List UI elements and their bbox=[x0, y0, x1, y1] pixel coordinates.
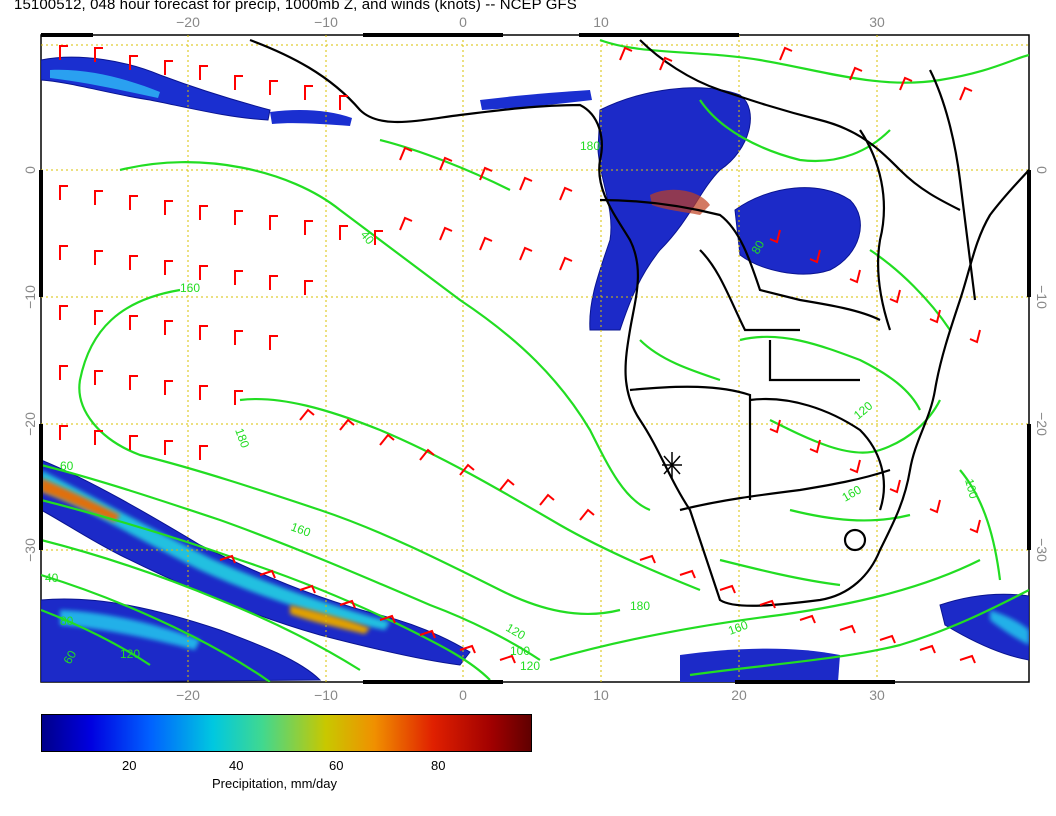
lon-tick-label: 0 bbox=[459, 687, 467, 700]
lat-tick-label: −10 bbox=[22, 285, 38, 309]
coastlines bbox=[249, 38, 1029, 607]
lat-tick-label: −10 bbox=[1034, 285, 1050, 309]
contour-label: 80 bbox=[60, 614, 74, 628]
lon-tick-label: 30 bbox=[869, 687, 885, 700]
contour-label: 100 bbox=[962, 477, 981, 500]
colorbar-tick-label: 60 bbox=[329, 758, 344, 773]
contour-label: 120 bbox=[520, 659, 540, 673]
lat-tick-label: −30 bbox=[1034, 538, 1050, 562]
contour-label: 40 bbox=[45, 571, 59, 585]
contour-label: 60 bbox=[60, 648, 79, 667]
precipitation-areas bbox=[41, 56, 1029, 682]
lon-tick-label: −10 bbox=[314, 14, 338, 30]
lon-labels-top: −20 −10 0 10 30 bbox=[176, 14, 885, 30]
lat-tick-label: 0 bbox=[1034, 166, 1050, 174]
colorbar-tick-label: 80 bbox=[431, 758, 446, 773]
contour-label: 180 bbox=[630, 599, 650, 613]
lat-labels-left: 0 −10 −20 −30 bbox=[22, 166, 38, 562]
lon-tick-label: 30 bbox=[869, 14, 885, 30]
lon-tick-label: −10 bbox=[314, 687, 338, 700]
contour-label: 160 bbox=[180, 281, 200, 295]
contour-label: 160 bbox=[726, 618, 750, 638]
contour-label: 60 bbox=[60, 459, 74, 473]
contour-label: 120 bbox=[120, 647, 140, 661]
lat-tick-label: 0 bbox=[22, 166, 38, 174]
contour-label: 100 bbox=[510, 644, 530, 658]
lat-tick-label: −20 bbox=[22, 412, 38, 436]
contour-label: 180 bbox=[580, 139, 600, 153]
colorbar-title: Precipitation, mm/day bbox=[212, 776, 337, 791]
asterisk-marker bbox=[662, 452, 682, 478]
lon-tick-label: −20 bbox=[176, 14, 200, 30]
lon-tick-label: 0 bbox=[459, 14, 467, 30]
map-title: 15100512, 048 hour forecast for precip, … bbox=[14, 0, 577, 13]
lat-labels-right: 0 −10 −20 −30 bbox=[1034, 166, 1050, 562]
contour-label: 80 bbox=[748, 238, 767, 257]
lat-tick-label: −30 bbox=[22, 538, 38, 562]
frame-edge-bars bbox=[39, 33, 1031, 684]
lon-tick-label: −20 bbox=[176, 687, 200, 700]
contour-label: 160 bbox=[289, 520, 313, 540]
contour-label: 180 bbox=[232, 426, 252, 450]
colorbar-tick-label: 40 bbox=[229, 758, 244, 773]
lon-tick-label: 20 bbox=[731, 687, 747, 700]
contour-labels: 40 160 180 120 160 80 60 40 120 100 120 … bbox=[45, 139, 981, 673]
forecast-map: 40 160 180 120 160 80 60 40 120 100 120 … bbox=[22, 14, 1050, 700]
wind-barbs bbox=[59, 45, 981, 664]
lon-labels-bottom: −20 −10 0 10 20 30 bbox=[176, 687, 885, 700]
lon-tick-label: 10 bbox=[593, 14, 609, 30]
precipitation-colorbar bbox=[41, 714, 532, 752]
lat-tick-label: −20 bbox=[1034, 412, 1050, 436]
lon-tick-label: 10 bbox=[593, 687, 609, 700]
colorbar-tick-label: 20 bbox=[122, 758, 137, 773]
